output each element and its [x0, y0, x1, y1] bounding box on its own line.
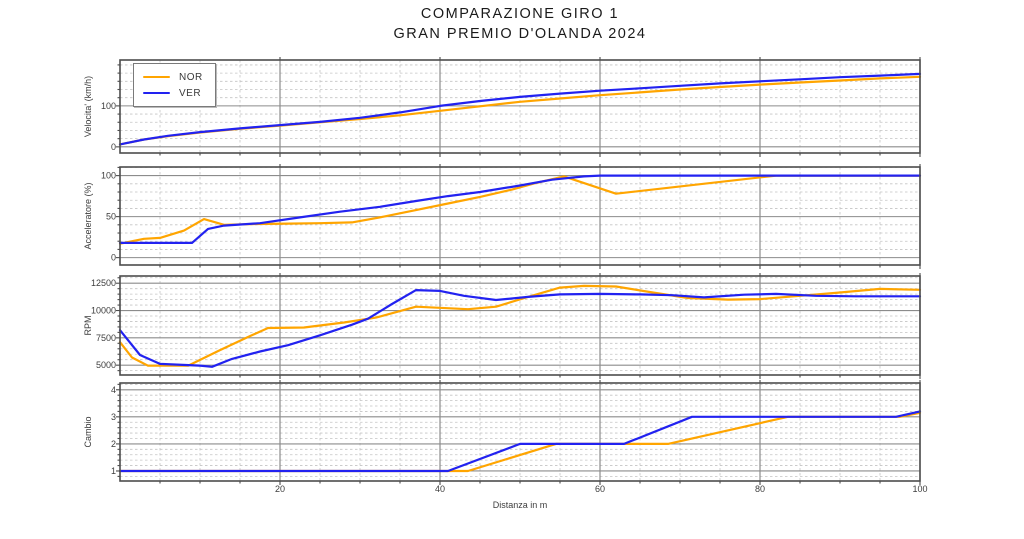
figure-title-line2: GRAN PREMIO D'OLANDA 2024 [393, 26, 647, 42]
svg-text:3: 3 [111, 412, 116, 422]
figure-title-line1: COMPARAZIONE GIRO 1 [420, 6, 620, 22]
svg-text:0: 0 [111, 142, 116, 152]
series-line-ver [118, 174, 922, 244]
series-line-nor [118, 411, 922, 473]
svg-text:Distanza in m: Distanza in m [493, 500, 548, 510]
series-line-ver [118, 72, 922, 146]
series-line-nor [118, 174, 922, 245]
svg-text:7500: 7500 [96, 333, 116, 343]
svg-text:4: 4 [111, 385, 116, 395]
ver-line-swatch [143, 92, 170, 94]
svg-text:2: 2 [111, 439, 116, 449]
svg-text:Cambio: Cambio [83, 416, 93, 447]
legend-label-nor: NOR [179, 71, 203, 83]
chart-acceleratore-: 0 50 100 Acceleratore (%) [83, 164, 922, 269]
legend: NOR VER [133, 63, 216, 107]
chart-rpm: 5000 7500 10000 12500 RPM [83, 273, 922, 379]
svg-text:40: 40 [435, 484, 445, 494]
svg-text:RPM: RPM [83, 316, 93, 336]
svg-text:100: 100 [101, 171, 116, 181]
series-line-nor [118, 284, 922, 367]
svg-text:Velocita' (km/h): Velocita' (km/h) [83, 76, 93, 137]
chart-velocita-km-h-: 0 100 Velocita' (km/h) [83, 57, 922, 157]
svg-text:Acceleratore (%): Acceleratore (%) [83, 182, 93, 249]
svg-text:0: 0 [111, 253, 116, 263]
series-line-ver [118, 289, 922, 368]
svg-text:12500: 12500 [91, 278, 116, 288]
svg-text:1: 1 [111, 466, 116, 476]
legend-item-ver: VER [143, 85, 203, 101]
legend-label-ver: VER [179, 87, 202, 99]
svg-text:5000: 5000 [96, 360, 116, 370]
svg-text:100: 100 [912, 484, 927, 494]
nor-line-swatch [143, 76, 170, 78]
chart-cambio: 1 2 3 4 Cambio 20 40 60 80 100 Distanza in m [83, 380, 928, 510]
svg-text:10000: 10000 [91, 306, 116, 316]
svg-text:50: 50 [106, 212, 116, 222]
svg-text:100: 100 [101, 101, 116, 111]
series-line-ver [118, 410, 922, 473]
legend-item-nor: NOR [143, 69, 203, 85]
svg-text:80: 80 [755, 484, 765, 494]
svg-text:60: 60 [595, 484, 605, 494]
svg-text:20: 20 [275, 484, 285, 494]
